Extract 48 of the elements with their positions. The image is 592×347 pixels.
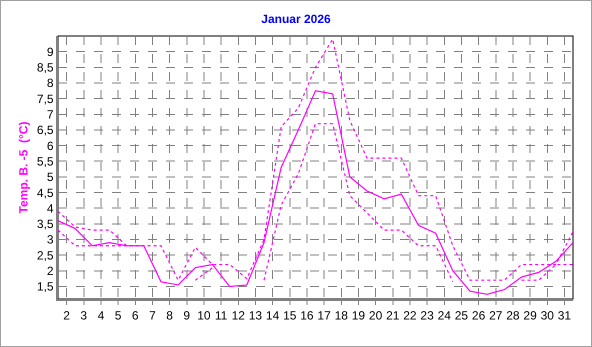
y-tick-label: 3 xyxy=(46,232,54,247)
y-tick-label: 5,5 xyxy=(36,154,54,168)
y-tick-label: 4,5 xyxy=(36,186,54,200)
x-tick-label: 11 xyxy=(214,308,228,322)
x-tick-label: 20 xyxy=(368,308,383,322)
chart-title: Januar 2026 xyxy=(261,12,332,26)
y-tick-label: 7,5 xyxy=(36,92,54,106)
y-axis-title: Temp. B. -5 (°C) xyxy=(16,122,31,214)
x-tick-label: 5 xyxy=(114,308,122,322)
x-tick-label: 7 xyxy=(149,308,156,322)
y-tick-label: 9 xyxy=(46,44,54,59)
y-tick-label: 6,5 xyxy=(36,123,54,138)
x-tick-label: 13 xyxy=(248,308,262,322)
y-tick-label: 6 xyxy=(46,138,54,153)
y-tick-label: 8,5 xyxy=(36,60,54,75)
y-tick-label: 5 xyxy=(46,170,54,184)
y-tick-label: 4 xyxy=(46,201,54,216)
x-tick-label: 12 xyxy=(232,308,246,322)
x-tick-label: 3 xyxy=(80,308,88,322)
y-tick-label: 2,5 xyxy=(36,248,54,262)
y-tick-label: 7 xyxy=(46,107,54,122)
x-tick-label: 31 xyxy=(558,308,572,322)
x-tick-label: 8 xyxy=(166,308,174,322)
x-tick-label: 6 xyxy=(132,308,139,322)
x-tick-label: 2 xyxy=(63,308,70,322)
y-tick-label: 3,5 xyxy=(36,217,54,232)
x-tick-label: 30 xyxy=(540,308,554,322)
x-tick-label: 27 xyxy=(489,308,503,322)
y-tick-label: 1,5 xyxy=(36,280,54,294)
x-tick-label: 28 xyxy=(506,308,520,322)
x-tick-label: 14 xyxy=(266,308,280,322)
y-tick-label: 2 xyxy=(46,264,54,278)
y-tick-label: 8 xyxy=(46,76,54,90)
x-tick-label: 19 xyxy=(352,308,366,322)
x-tick-label: 4 xyxy=(98,308,105,322)
x-tick-label: 24 xyxy=(438,308,452,322)
x-tick-label: 29 xyxy=(523,308,538,322)
x-tick-label: 18 xyxy=(334,308,348,322)
x-tick-label: 23 xyxy=(420,308,434,322)
x-tick-label: 9 xyxy=(183,308,190,322)
x-tick-label: 22 xyxy=(403,308,417,322)
x-tick-label: 26 xyxy=(472,308,486,322)
x-tick-label: 25 xyxy=(454,308,468,322)
x-tick-label: 21 xyxy=(386,308,400,322)
x-tick-label: 16 xyxy=(300,308,314,322)
x-tick-label: 17 xyxy=(317,308,332,322)
x-tick-label: 10 xyxy=(197,308,211,322)
x-tick-label: 15 xyxy=(283,308,297,322)
